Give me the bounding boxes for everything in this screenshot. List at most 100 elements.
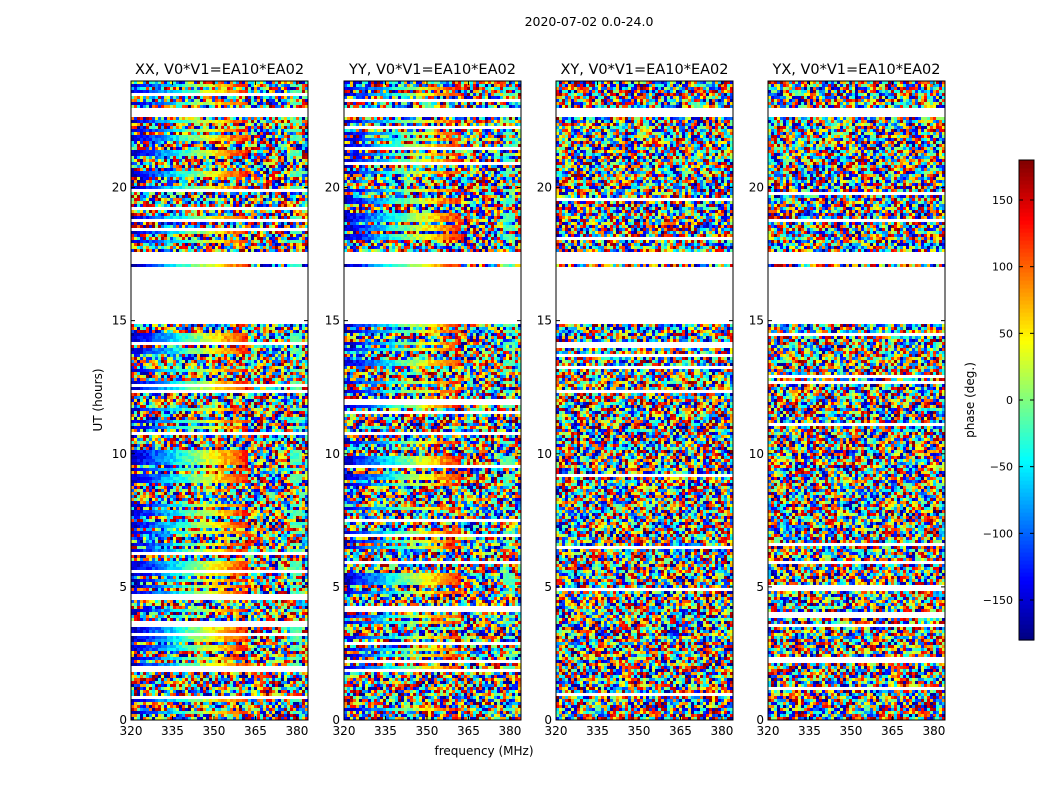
y-tick-label: 15	[112, 314, 127, 328]
colorbar-segment	[1019, 628, 1034, 633]
figure-title: 2020-07-02 0.0-24.0	[525, 14, 654, 29]
colorbar-segment	[1019, 244, 1034, 249]
colorbar-segment	[1019, 320, 1034, 325]
colorbar-segment	[1019, 616, 1034, 621]
colorbar-segment	[1019, 256, 1034, 261]
colorbar-segment	[1019, 376, 1034, 381]
y-tick-label: 15	[325, 314, 340, 328]
colorbar-segment	[1019, 624, 1034, 629]
colorbar-segment	[1019, 608, 1034, 613]
colorbar-segment	[1019, 288, 1034, 293]
colorbar-segment	[1019, 524, 1034, 529]
y-tick-label: 15	[749, 314, 764, 328]
colorbar-segment	[1019, 544, 1034, 549]
x-tick-label: 335	[374, 724, 397, 738]
colorbar-segment	[1019, 488, 1034, 493]
colorbar-segment	[1019, 508, 1034, 513]
colorbar-segment	[1019, 456, 1034, 461]
colorbar-segment	[1019, 540, 1034, 545]
panel-heatmap	[556, 81, 733, 720]
colorbar-segment	[1019, 260, 1034, 265]
y-tick-label: 0	[756, 713, 764, 727]
colorbar-segment	[1019, 300, 1034, 305]
colorbar-segment	[1019, 612, 1034, 617]
y-tick-label: 10	[749, 447, 764, 461]
colorbar-segment	[1019, 484, 1034, 489]
colorbar-segment	[1019, 400, 1034, 405]
colorbar-segment	[1019, 352, 1034, 357]
colorbar-segment	[1019, 556, 1034, 561]
panel-heatmap	[131, 81, 308, 720]
panel-heatmap	[768, 81, 945, 720]
x-tick-label: 335	[586, 724, 609, 738]
colorbar-segment	[1019, 364, 1034, 369]
colorbar-segment	[1019, 312, 1034, 317]
colorbar-segment	[1019, 348, 1034, 353]
colorbar-segment	[1019, 412, 1034, 417]
colorbar-segment	[1019, 272, 1034, 277]
y-tick-label: 15	[537, 314, 552, 328]
y-tick-label: 10	[537, 447, 552, 461]
colorbar-segment	[1019, 472, 1034, 477]
colorbar-segment	[1019, 392, 1034, 397]
colorbar-tick-label: −100	[983, 527, 1013, 540]
colorbar-segment	[1019, 232, 1034, 237]
colorbar-segment	[1019, 584, 1034, 589]
x-tick-label: 365	[457, 724, 480, 738]
colorbar-segment	[1019, 252, 1034, 257]
colorbar-segment	[1019, 520, 1034, 525]
colorbar-segment	[1019, 424, 1034, 429]
colorbar-segment	[1019, 600, 1034, 605]
colorbar-segment	[1019, 580, 1034, 585]
colorbar-segment	[1019, 276, 1034, 281]
colorbar-segment	[1019, 548, 1034, 553]
panel-title: YY, V0*V1=EA10*EA02	[348, 62, 516, 78]
y-tick-label: 20	[749, 181, 764, 195]
x-tick-label: 380	[498, 724, 521, 738]
colorbar-segment	[1019, 436, 1034, 441]
panel-title: XY, V0*V1=EA10*EA02	[560, 62, 728, 78]
y-tick-label: 20	[325, 181, 340, 195]
colorbar-segment	[1019, 408, 1034, 413]
colorbar-segment	[1019, 440, 1034, 445]
colorbar-segment	[1019, 236, 1034, 241]
y-axis-label: UT (hours)	[91, 368, 105, 431]
colorbar-segment	[1019, 280, 1034, 285]
colorbar-segment	[1019, 188, 1034, 193]
colorbar-segment	[1019, 588, 1034, 593]
colorbar-segment	[1019, 632, 1034, 637]
colorbar-segment	[1019, 388, 1034, 393]
colorbar-segment	[1019, 160, 1034, 165]
colorbar-segment	[1019, 512, 1034, 517]
colorbar-segment	[1019, 340, 1034, 345]
colorbar-segment	[1019, 560, 1034, 565]
x-tick-label: 350	[628, 724, 651, 738]
panel-heatmap	[344, 81, 521, 720]
colorbar-segment	[1019, 292, 1034, 297]
colorbar-segment	[1019, 304, 1034, 309]
x-tick-label: 350	[840, 724, 863, 738]
colorbar-segment	[1019, 216, 1034, 221]
colorbar-segment	[1019, 164, 1034, 169]
colorbar-tick-label: −150	[983, 594, 1013, 607]
colorbar-segment	[1019, 372, 1034, 377]
colorbar-segment	[1019, 184, 1034, 189]
colorbar-segment	[1019, 576, 1034, 581]
y-tick-label: 20	[112, 181, 127, 195]
colorbar-label: phase (deg.)	[963, 362, 977, 438]
colorbar-segment	[1019, 384, 1034, 389]
colorbar-segment	[1019, 468, 1034, 473]
colorbar-segment	[1019, 316, 1034, 321]
colorbar-segment	[1019, 204, 1034, 209]
y-tick-label: 0	[119, 713, 127, 727]
colorbar-segment	[1019, 240, 1034, 245]
colorbar-segment	[1019, 452, 1034, 457]
colorbar-segment	[1019, 532, 1034, 537]
y-tick-label: 5	[119, 580, 127, 594]
colorbar-tick-label: 0	[1006, 394, 1013, 407]
